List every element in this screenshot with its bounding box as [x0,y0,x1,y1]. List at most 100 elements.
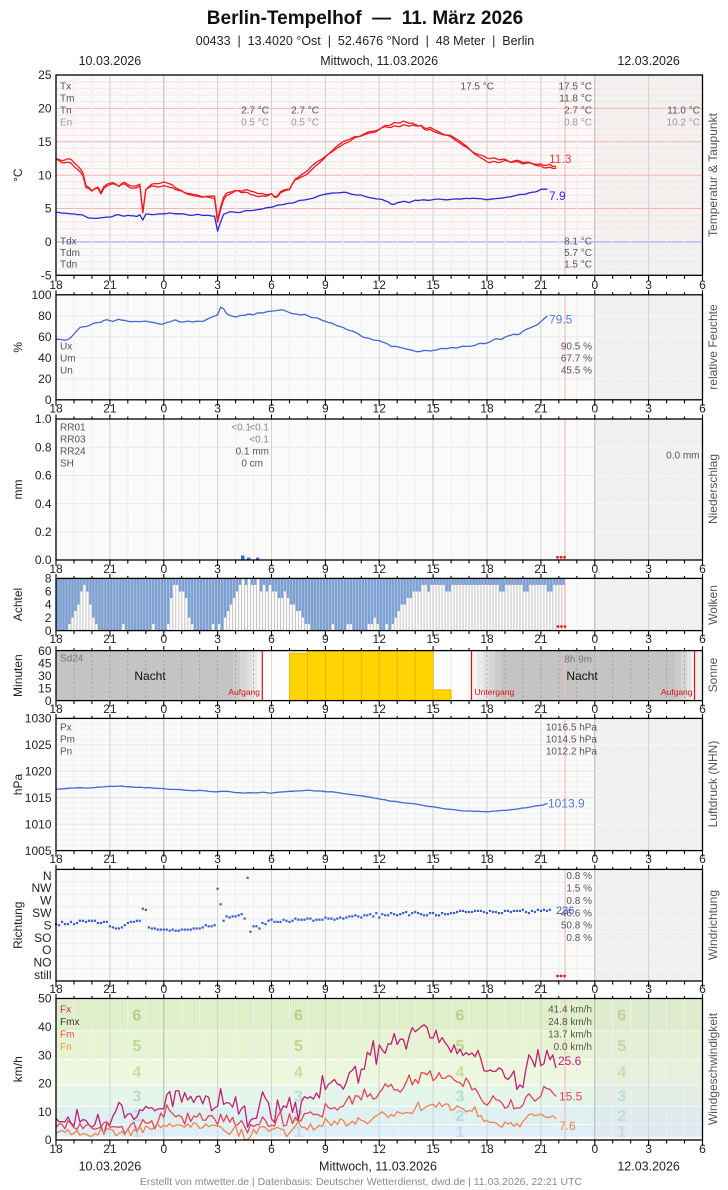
svg-text:9: 9 [322,982,329,996]
svg-text:15: 15 [426,562,440,576]
svg-text:0: 0 [45,694,52,708]
svg-text:12: 12 [373,402,387,416]
svg-text:10.03.2026: 10.03.2026 [79,54,142,68]
svg-text:3: 3 [645,852,652,866]
svg-text:6: 6 [268,702,275,716]
svg-text:<0.1: <0.1 [249,435,269,446]
svg-text:3: 3 [214,982,221,996]
svg-text:21: 21 [534,562,548,576]
svg-text:Ux: Ux [60,342,72,353]
svg-text:5: 5 [617,1038,626,1055]
svg-text:6: 6 [699,562,706,576]
svg-text:12: 12 [373,1142,387,1156]
svg-text:1020: 1020 [25,765,52,779]
svg-text:W: W [40,894,52,908]
svg-text:6: 6 [268,1142,275,1156]
svg-text:1.0: 1.0 [35,412,52,426]
svg-text:6: 6 [268,852,275,866]
svg-text:0: 0 [160,852,167,866]
svg-text:O: O [42,943,51,957]
svg-text:18: 18 [49,1142,63,1156]
svg-text:40: 40 [38,351,52,365]
svg-text:3: 3 [645,982,652,996]
svg-text:Fmx: Fmx [60,1017,79,1028]
svg-text:0.8 %: 0.8 % [566,896,592,907]
svg-text:18: 18 [480,278,494,292]
svg-text:0: 0 [45,1133,52,1147]
svg-text:3: 3 [132,1089,141,1106]
svg-text:18: 18 [480,702,494,716]
svg-text:1: 1 [456,1124,465,1141]
svg-text:0.0 km/h: 0.0 km/h [554,1042,592,1053]
svg-text:1015: 1015 [25,791,52,805]
svg-text:NW: NW [32,881,53,895]
svg-text:1016.5 hPa: 1016.5 hPa [546,723,598,734]
svg-text:18: 18 [49,278,63,292]
svg-text:3: 3 [645,278,652,292]
svg-text:0.1 mm: 0.1 mm [236,447,269,458]
svg-text:10: 10 [38,1105,52,1119]
svg-text:3: 3 [214,632,221,646]
svg-text:0: 0 [160,702,167,716]
svg-text:3: 3 [645,1142,652,1156]
svg-text:18: 18 [480,1142,494,1156]
svg-text:7.6: 7.6 [559,1119,576,1133]
svg-text:2.7 °C: 2.7 °C [291,106,319,117]
svg-text:6: 6 [699,982,706,996]
svg-text:S: S [43,918,51,932]
svg-text:80: 80 [38,309,52,323]
svg-text:6: 6 [268,402,275,416]
svg-text:RR01: RR01 [60,423,86,434]
svg-text:21: 21 [103,278,117,292]
svg-text:25: 25 [38,68,52,82]
svg-text:15: 15 [426,702,440,716]
svg-text:6: 6 [132,1008,141,1025]
svg-text:18: 18 [480,982,494,996]
svg-text:10.2 °C: 10.2 °C [667,118,700,129]
svg-text:SH: SH [60,459,74,470]
svg-text:30: 30 [38,669,52,683]
svg-text:6: 6 [294,1008,303,1025]
svg-text:<0.1: <0.1 [249,423,269,434]
svg-text:30: 30 [38,1048,52,1062]
svg-text:Fx: Fx [60,1005,71,1016]
svg-text:SO: SO [34,931,51,945]
svg-text:20: 20 [38,372,52,386]
svg-text:6: 6 [45,585,52,599]
svg-text:15: 15 [38,135,52,149]
svg-text:90.5 %: 90.5 % [561,342,592,353]
svg-text:6: 6 [699,632,706,646]
svg-text:5: 5 [456,1038,465,1055]
svg-text:0 cm: 0 cm [241,459,263,470]
svg-text:0.5 °C: 0.5 °C [241,118,269,129]
svg-text:Wolken: Wolken [706,585,720,625]
svg-text:Windrichtung: Windrichtung [706,890,720,960]
svg-text:still: still [34,968,51,982]
svg-text:50.8 %: 50.8 % [561,921,592,932]
svg-text:21: 21 [534,1142,548,1156]
svg-text:18: 18 [49,702,63,716]
svg-text:Um: Um [60,354,76,365]
svg-text:3: 3 [214,1142,221,1156]
svg-text:15: 15 [426,278,440,292]
svg-text:km/h: km/h [11,1056,25,1082]
svg-text:Pm: Pm [60,735,75,746]
svg-text:Tdm: Tdm [60,248,80,259]
svg-text:Tm: Tm [60,94,74,105]
svg-text:Sonne: Sonne [706,657,720,692]
svg-text:46.6 %: 46.6 % [561,908,592,919]
svg-text:21: 21 [534,402,548,416]
svg-text:7.9: 7.9 [549,189,566,203]
svg-text:12: 12 [373,278,387,292]
svg-text:18: 18 [49,982,63,996]
svg-text:21: 21 [534,702,548,716]
svg-text:2.7 °C: 2.7 °C [241,106,269,117]
svg-text:6: 6 [268,278,275,292]
svg-text:9: 9 [322,702,329,716]
svg-text:21: 21 [103,702,117,716]
svg-text:3: 3 [645,632,652,646]
svg-text:relative Feuchte: relative Feuchte [706,304,720,390]
svg-text:1.5 %: 1.5 % [566,884,592,895]
svg-text:Mittwoch, 11.03.2026: Mittwoch, 11.03.2026 [320,54,438,68]
svg-text:50: 50 [38,992,52,1006]
